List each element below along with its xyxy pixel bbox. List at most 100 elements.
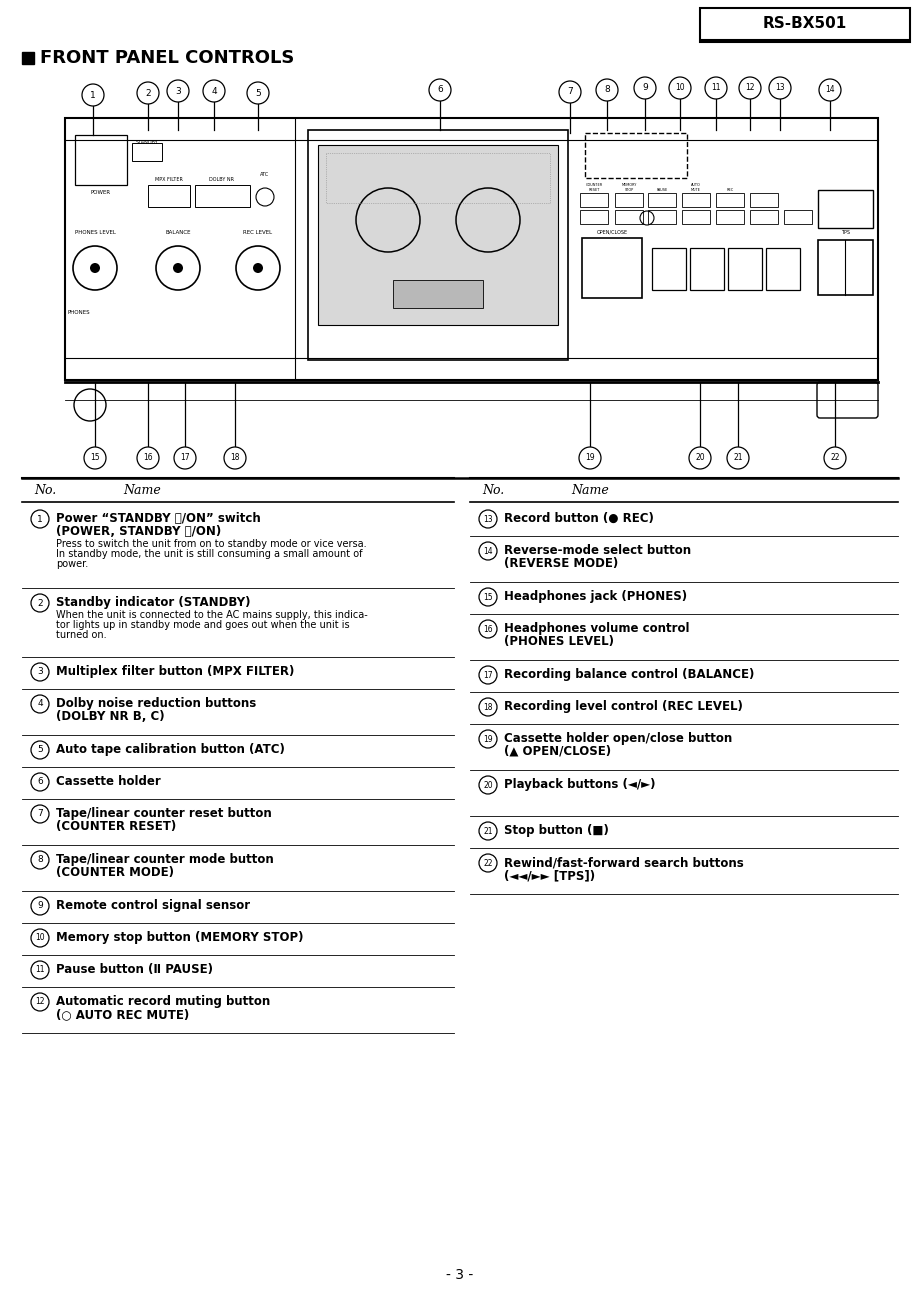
Text: Auto tape calibration button (ATC): Auto tape calibration button (ATC) xyxy=(56,743,285,756)
Circle shape xyxy=(479,698,496,716)
Text: 18: 18 xyxy=(482,703,493,711)
Circle shape xyxy=(137,82,159,104)
Text: Automatic record muting button: Automatic record muting button xyxy=(56,995,270,1008)
Bar xyxy=(579,210,607,224)
Text: Recording balance control (BALANCE): Recording balance control (BALANCE) xyxy=(504,668,754,681)
Circle shape xyxy=(596,79,618,102)
Circle shape xyxy=(31,663,49,681)
Bar xyxy=(715,210,743,224)
Circle shape xyxy=(479,542,496,560)
Circle shape xyxy=(31,510,49,529)
Text: Reverse-mode select button: Reverse-mode select button xyxy=(504,544,690,557)
Bar xyxy=(131,143,162,161)
Text: 8: 8 xyxy=(604,86,609,95)
Text: Cassette holder open/close button: Cassette holder open/close button xyxy=(504,732,732,745)
Text: Rewind/fast-forward search buttons: Rewind/fast-forward search buttons xyxy=(504,855,743,868)
Bar xyxy=(783,210,811,224)
Circle shape xyxy=(31,993,49,1010)
Text: 9: 9 xyxy=(37,901,43,910)
Circle shape xyxy=(479,667,496,684)
Bar xyxy=(579,193,607,207)
Circle shape xyxy=(31,594,49,612)
Text: 19: 19 xyxy=(482,734,493,743)
Text: 14: 14 xyxy=(824,86,834,95)
Text: 12: 12 xyxy=(744,83,754,92)
Text: Press to switch the unit from on to standby mode or vice versa.: Press to switch the unit from on to stan… xyxy=(56,539,367,549)
Text: Headphones volume control: Headphones volume control xyxy=(504,622,688,635)
Text: 14: 14 xyxy=(482,547,493,556)
Text: (PHONES LEVEL): (PHONES LEVEL) xyxy=(504,635,613,648)
Text: 12: 12 xyxy=(35,997,45,1006)
Text: 21: 21 xyxy=(732,453,742,462)
Bar xyxy=(715,193,743,207)
Text: POWER: POWER xyxy=(91,190,111,195)
Text: Multiplex filter button (MPX FILTER): Multiplex filter button (MPX FILTER) xyxy=(56,665,294,678)
Bar xyxy=(584,133,686,178)
Circle shape xyxy=(173,263,183,273)
Text: PAUSE: PAUSE xyxy=(655,187,667,191)
Bar xyxy=(65,118,877,380)
Bar xyxy=(689,247,723,290)
Text: power.: power. xyxy=(56,559,88,569)
Text: MPX FILTER: MPX FILTER xyxy=(155,177,183,182)
Circle shape xyxy=(738,77,760,99)
Circle shape xyxy=(479,822,496,840)
Circle shape xyxy=(31,961,49,979)
Text: AUTO
MUTE: AUTO MUTE xyxy=(690,184,700,191)
Text: (REVERSE MODE): (REVERSE MODE) xyxy=(504,557,618,570)
Bar xyxy=(817,190,872,228)
Text: 19: 19 xyxy=(584,453,595,462)
Text: (COUNTER RESET): (COUNTER RESET) xyxy=(56,820,176,833)
Bar xyxy=(647,193,675,207)
Text: (POWER, STANDBY ⏻/ON): (POWER, STANDBY ⏻/ON) xyxy=(56,525,221,538)
Text: Headphones jack (PHONES): Headphones jack (PHONES) xyxy=(504,590,686,603)
Text: 10: 10 xyxy=(675,83,684,92)
Bar xyxy=(652,247,686,290)
Bar xyxy=(582,238,641,298)
Text: Pause button (Ⅱ PAUSE): Pause button (Ⅱ PAUSE) xyxy=(56,963,213,976)
Circle shape xyxy=(428,79,450,102)
Text: 9: 9 xyxy=(641,83,647,92)
Text: Name: Name xyxy=(123,484,161,497)
Text: (◄◄/►► [TPS]): (◄◄/►► [TPS]) xyxy=(504,868,595,881)
Text: Standby indicator (STANDBY): Standby indicator (STANDBY) xyxy=(56,596,250,609)
Text: Tape/linear counter reset button: Tape/linear counter reset button xyxy=(56,807,271,820)
Text: MEMORY
STOP: MEMORY STOP xyxy=(620,184,636,191)
Text: 16: 16 xyxy=(482,625,493,634)
Text: 3: 3 xyxy=(37,668,43,677)
Text: ATC: ATC xyxy=(260,172,269,177)
Text: 22: 22 xyxy=(482,858,493,867)
Bar xyxy=(195,185,250,207)
Circle shape xyxy=(223,447,245,469)
Text: Stop button (■): Stop button (■) xyxy=(504,824,608,837)
Text: RS-BX501: RS-BX501 xyxy=(762,17,846,31)
Text: 21: 21 xyxy=(482,827,493,836)
Bar xyxy=(392,280,482,309)
Text: (▲ OPEN/CLOSE): (▲ OPEN/CLOSE) xyxy=(504,745,610,758)
Text: (DOLBY NR B, C): (DOLBY NR B, C) xyxy=(56,710,165,723)
Text: 13: 13 xyxy=(775,83,784,92)
Circle shape xyxy=(668,77,690,99)
Text: tor lights up in standby mode and goes out when the unit is: tor lights up in standby mode and goes o… xyxy=(56,620,349,630)
Circle shape xyxy=(31,930,49,947)
Bar xyxy=(148,185,190,207)
Text: PHONES: PHONES xyxy=(68,310,91,315)
Text: 17: 17 xyxy=(180,453,189,462)
Bar xyxy=(727,247,761,290)
Circle shape xyxy=(174,447,196,469)
Circle shape xyxy=(479,854,496,872)
Text: 8: 8 xyxy=(37,855,43,865)
Bar xyxy=(749,210,777,224)
Circle shape xyxy=(253,263,263,273)
Text: 17: 17 xyxy=(482,671,493,680)
Text: Cassette holder: Cassette holder xyxy=(56,775,161,788)
Text: Recording level control (REC LEVEL): Recording level control (REC LEVEL) xyxy=(504,700,742,713)
Text: 11: 11 xyxy=(35,966,45,974)
Text: No.: No. xyxy=(34,484,56,497)
Text: OPEN/CLOSE: OPEN/CLOSE xyxy=(596,230,627,234)
Circle shape xyxy=(704,77,726,99)
Circle shape xyxy=(823,447,845,469)
Text: 20: 20 xyxy=(482,780,493,789)
Bar xyxy=(681,210,709,224)
Text: 1: 1 xyxy=(37,514,43,523)
